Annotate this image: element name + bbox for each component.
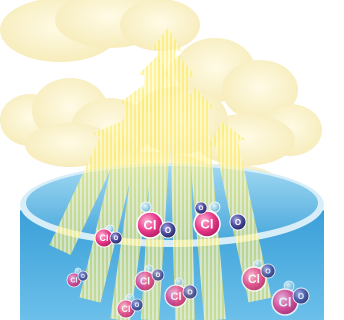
oxygen-atom-label: O <box>156 273 161 279</box>
oxygen-atom-label: O <box>235 218 241 227</box>
oxygen-atom-label: O <box>187 289 193 296</box>
oxygen-atom-label: O <box>199 206 204 212</box>
chlorine-atom-icon: Cl <box>241 266 267 292</box>
upward-arrow-icon <box>162 55 196 320</box>
upward-arrow-icon <box>79 86 155 303</box>
chlorine-atom-icon: Cl <box>136 211 164 239</box>
oxygen-atom-icon: O <box>194 201 208 215</box>
hydrogen-atom-icon <box>209 201 221 213</box>
oxygen-atom-label: O <box>81 274 85 280</box>
chlorine-atom-label: Cl <box>279 295 292 310</box>
molecule: Cl O <box>134 264 165 292</box>
chlorine-atom-icon: Cl <box>193 210 221 238</box>
chlorine-atom-label: Cl <box>100 233 109 243</box>
chlorine-atom-icon: Cl <box>66 272 82 288</box>
oxygen-atom-icon: O <box>292 287 310 305</box>
oxygen-atom-icon: O <box>229 213 247 231</box>
evaporation-arrows <box>49 28 272 320</box>
oxygen-atom-label: O <box>298 292 304 301</box>
chlorine-atom-label: Cl <box>248 272 260 286</box>
oxygen-atom-icon: O <box>182 284 198 300</box>
molecule: Cl O <box>164 277 198 308</box>
chlorine-atom-label: Cl <box>144 218 157 233</box>
oxygen-atom-label: O <box>165 226 171 235</box>
cloud-icon <box>132 38 322 166</box>
molecule: Cl O <box>94 224 123 248</box>
molecule: Cl O <box>271 280 310 316</box>
chlorine-atom-label: Cl <box>140 277 150 288</box>
molecule: ClO <box>66 267 89 288</box>
molecule: Cl O <box>241 259 276 292</box>
oxygen-atom-icon: O <box>77 270 89 282</box>
upward-arrow-icon <box>207 122 272 303</box>
oxygen-atom-icon: O <box>151 268 165 282</box>
hydrogen-atom-icon <box>140 201 152 213</box>
chlorine-atom-label: Cl <box>201 217 214 232</box>
chlorine-atom-label: Cl <box>71 277 78 284</box>
molecule: Cl O <box>193 201 221 238</box>
oxygen-atom-icon: O <box>130 298 144 312</box>
oxygen-atom-label: O <box>114 236 119 242</box>
oxygen-atom-label: O <box>265 268 271 275</box>
oxygen-atom-icon: O <box>260 263 276 279</box>
oxygen-atom-label: O <box>135 303 140 309</box>
oxygen-atom-icon: O <box>159 221 177 239</box>
molecule: O <box>229 213 247 231</box>
molecule: Cl O <box>136 201 177 239</box>
chlorine-atom-label: Cl <box>171 291 182 303</box>
molecule: Cl O <box>116 293 144 319</box>
upward-arrow-icon <box>49 122 129 255</box>
chlorine-atom-icon: Cl <box>116 299 136 319</box>
chlorine-atom-icon: Cl <box>134 270 156 292</box>
cloud-icon <box>0 0 200 62</box>
oxygen-atom-icon: O <box>109 231 123 245</box>
chlorine-atom-label: Cl <box>122 304 131 314</box>
